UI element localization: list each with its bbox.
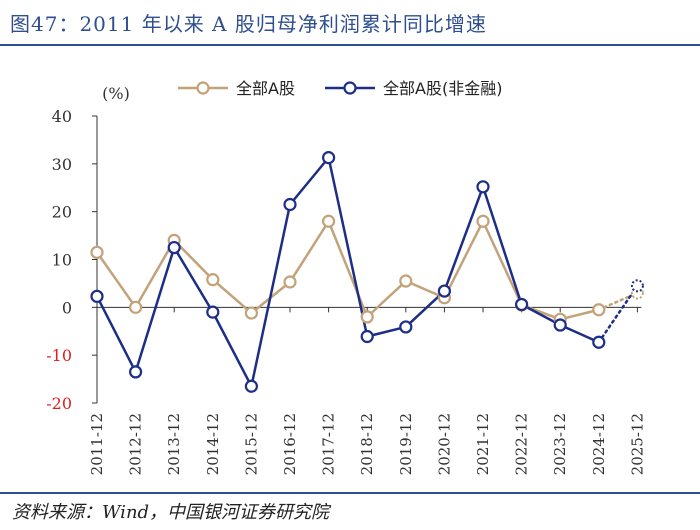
data-point [206,305,220,319]
legend-label: 全部A股(非金融) [383,79,502,98]
x-tick-label: 2020-12 [435,413,453,475]
x-tick-label: 2015-12 [242,413,260,475]
x-tick-label: 2022-12 [513,413,531,475]
x-tick-label: 2019-12 [397,413,415,475]
y-tick-label: 40 [52,107,72,126]
x-tick-label: 2023-12 [551,413,569,475]
x-tick-label: 2018-12 [358,413,376,475]
source-rule [0,492,700,494]
data-point [244,306,258,320]
legend-swatch-marker [196,81,210,95]
data-point [476,180,490,194]
y-tick-label: -20 [46,394,72,413]
y-axis: 40 30 20 10 0 -10 -20 (%) [46,84,130,413]
data-point [283,275,297,289]
data-point [514,297,529,312]
data-point [206,272,220,287]
data-point [90,289,104,303]
data-point [244,379,258,393]
y-tick-label: 20 [52,203,72,222]
figure-title: 图47：2011 年以来 A 股归母净利润累计同比增速 [10,12,487,36]
data-point [437,284,451,298]
x-tick-label: 2011-12 [88,413,106,475]
data-point [360,310,374,324]
legend: 全部A股 全部A股(非金融) [178,79,502,98]
x-tick-label: 2014-12 [204,413,222,475]
line-chart: 40 30 20 10 0 -10 -20 (%) 2011-12 2012-12 2013-12… [46,79,646,475]
y-tick-label: 0 [62,298,72,317]
x-axis: 2011-12 2012-12 2013-12 2014-12 2015-12 2016-… [88,306,646,475]
data-point [399,274,413,288]
data-point [360,329,374,344]
y-tick-label: 30 [52,155,72,174]
legend-label: 全部A股 [236,79,295,98]
data-point [592,335,606,349]
x-tick-label: 2017-12 [320,413,338,475]
data-point [322,151,336,165]
x-tick-label: 2021-12 [474,413,492,475]
data-point [90,245,104,259]
y-unit-label: (%) [102,84,130,103]
data-point [399,320,413,334]
data-point [592,303,606,317]
data-point [283,197,297,212]
title-rule [0,44,700,46]
source-note: 资料来源：Wind，中国银河证券研究院 [12,502,330,523]
x-tick-label: 2013-12 [165,413,183,475]
data-point [167,240,181,255]
y-tick-label: -10 [46,346,72,365]
series-line [95,156,600,388]
y-tick-label: 10 [52,251,72,270]
x-tick-label: 2016-12 [281,413,299,475]
data-point [322,214,336,228]
series-layer [90,151,644,393]
x-tick-label: 2012-12 [127,413,145,475]
data-point [553,318,567,332]
legend-swatch-marker [343,81,357,95]
series-forecast-line [597,284,639,344]
data-point [476,214,490,228]
x-tick-label: 2024-12 [590,413,608,475]
data-point [129,300,143,314]
data-point [630,279,644,293]
data-point [129,365,143,379]
x-tick-label: 2025-12 [628,413,646,475]
